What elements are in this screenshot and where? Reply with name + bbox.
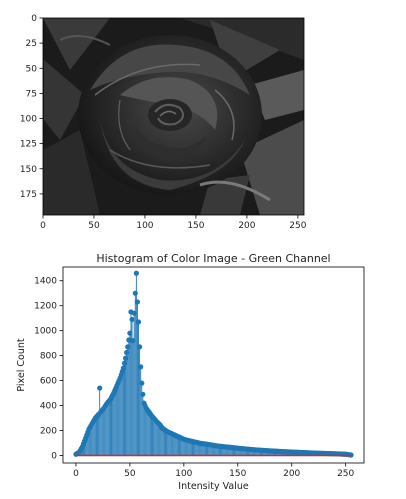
histogram-y-tick-label: 1400: [34, 277, 57, 287]
stem-marker: [126, 337, 132, 343]
image-x-tick-label: 100: [136, 221, 153, 231]
stem-marker: [138, 364, 144, 370]
stem-marker: [133, 270, 139, 276]
histogram-y-label: Pixel Count: [16, 338, 27, 391]
histogram-y-tick-label: 1000: [34, 327, 57, 337]
stem-marker: [125, 344, 131, 350]
stem-marker: [130, 338, 136, 344]
stem-marker: [135, 319, 142, 325]
histogram-x-tick-label: 100: [175, 469, 192, 479]
stem-marker: [122, 355, 129, 361]
image-x-ticks: 0 50 100 150 200 250: [40, 215, 307, 231]
histogram-y-tick-label: 0: [51, 452, 57, 462]
histogram-x-tick-label: 50: [124, 469, 136, 479]
image-y-tick-label: 100: [20, 115, 37, 125]
image-x-tick-label: 250: [289, 221, 306, 231]
histogram-y-tick-label: 600: [40, 377, 57, 387]
image-y-tick-label: 75: [26, 89, 37, 99]
stem-marker: [136, 344, 143, 350]
histogram-x-tick-label: 250: [337, 469, 354, 479]
histogram-axes-frame: [62, 266, 365, 464]
histogram-x-label: Intensity Value: [178, 481, 249, 492]
image-y-tick-label: 175: [20, 190, 37, 200]
image-x-tick-label: 50: [88, 221, 100, 231]
image-x-tick-label: 200: [238, 221, 255, 231]
image-y-tick-label: 50: [26, 64, 38, 74]
stem-marker: [121, 360, 128, 366]
image-x-tick-label: 150: [187, 221, 204, 231]
histogram-x-ticks: 0 50 100 150 200 250: [73, 463, 355, 479]
stem-marker: [97, 385, 103, 391]
histogram-subplot: Histogram of Color Image - Green Channel…: [16, 252, 365, 492]
image-axes-frame: [42, 17, 305, 216]
histogram-title: Histogram of Color Image - Green Channel: [96, 252, 330, 265]
image-y-tick-label: 125: [20, 140, 37, 150]
histogram-y-tick-label: 400: [40, 402, 57, 412]
image-x-tick-label: 0: [40, 221, 46, 231]
image-y-tick-label: 150: [20, 165, 37, 175]
stem-marker: [134, 299, 141, 305]
stem-marker: [132, 290, 138, 296]
histogram-x-tick-label: 200: [283, 469, 300, 479]
histogram-y-tick-label: 200: [40, 427, 57, 437]
histogram-x-tick-label: 0: [73, 469, 79, 479]
stem-marker: [127, 330, 133, 336]
stem-marker: [129, 316, 135, 323]
histogram-y-tick-label: 800: [40, 352, 57, 362]
image-subplot: 0 25 50 75 100 125 150 175 0 50 100 150 200 250: [20, 14, 307, 231]
histogram-plot-area: [73, 270, 354, 458]
image-y-tick-label: 0: [31, 14, 37, 24]
histogram-y-tick-label: 1200: [34, 302, 57, 312]
histogram-y-ticks: 0 200 400 600 800 1000 1200 1400: [34, 277, 63, 462]
stem-marker: [124, 349, 130, 356]
image-y-tick-label: 25: [26, 39, 37, 49]
stem-marker: [140, 391, 146, 397]
stem-marker: [120, 365, 127, 371]
rose-image: [43, 18, 304, 215]
histogram-x-tick-label: 150: [229, 469, 246, 479]
image-y-ticks: 0 25 50 75 100 125 150 175: [20, 14, 43, 200]
stem-marker: [139, 380, 145, 386]
stem-marker: [131, 310, 137, 316]
